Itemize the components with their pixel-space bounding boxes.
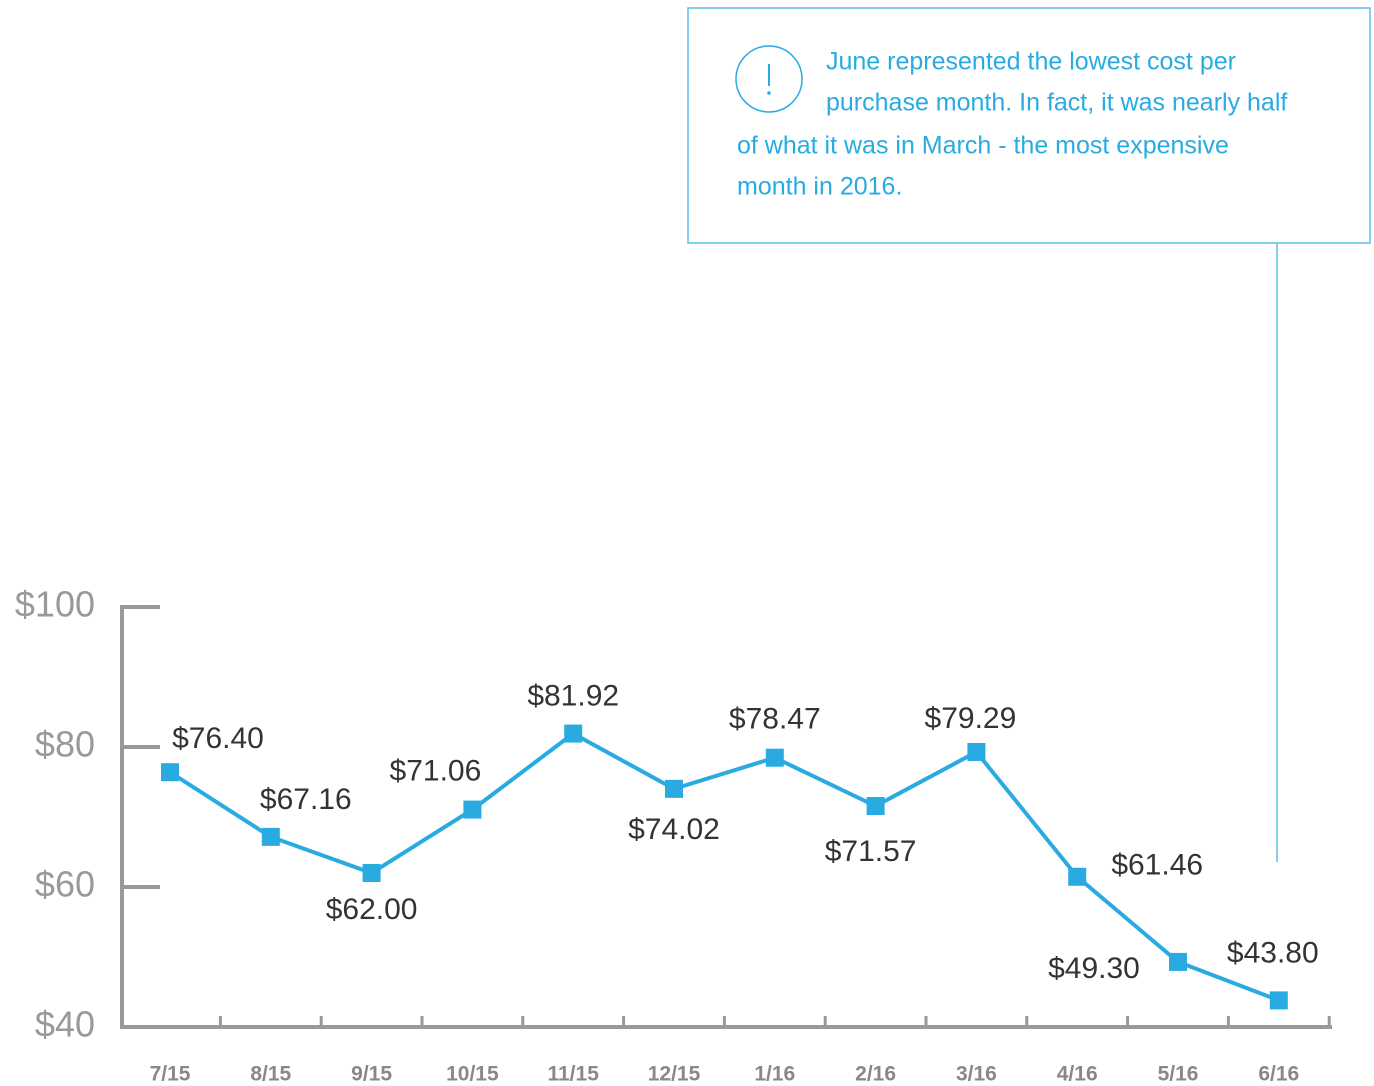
- series-line: [168, 731, 1280, 1003]
- x-tick-label: 11/15: [547, 1063, 599, 1086]
- annotation-text: June represented the lowest cost per: [826, 48, 1236, 76]
- data-label: $81.92: [527, 679, 619, 712]
- data-point: [1269, 991, 1288, 1010]
- data-point: [1169, 952, 1187, 971]
- data-point: [765, 748, 784, 767]
- data-label: $76.40: [172, 722, 264, 755]
- data-point: [564, 724, 583, 743]
- data-label: $78.47: [729, 703, 821, 736]
- data-label: $74.02: [628, 813, 720, 846]
- x-tick-label: 9/15: [351, 1063, 392, 1086]
- y-tick-label: $80: [35, 724, 95, 765]
- y-tick-label: $60: [35, 864, 95, 905]
- data-label: $62.00: [326, 893, 418, 926]
- x-tick-label: 12/15: [648, 1063, 701, 1086]
- annotation-text: month in 2016.: [737, 173, 902, 201]
- alert-icon: [767, 91, 771, 95]
- annotation-text: of what it was in March - the most expen…: [737, 132, 1229, 160]
- x-tick-label: 5/16: [1158, 1063, 1199, 1086]
- data-point: [362, 864, 381, 882]
- x-tick-label: 8/15: [250, 1063, 291, 1086]
- data-point: [161, 763, 179, 782]
- data-label: $61.46: [1111, 849, 1203, 882]
- data-label: $67.16: [260, 783, 352, 816]
- y-tick-label: $100: [15, 584, 95, 625]
- data-label: $43.80: [1227, 936, 1319, 969]
- data-label: $71.57: [825, 835, 917, 868]
- x-tick-label: 3/16: [956, 1063, 997, 1086]
- data-label: $49.30: [1048, 952, 1140, 985]
- data-point: [967, 742, 986, 761]
- data-point: [261, 827, 280, 846]
- data-point: [1068, 867, 1087, 886]
- x-tick-label: 10/15: [446, 1063, 499, 1086]
- x-tick-label: 4/16: [1057, 1063, 1098, 1086]
- data-point: [866, 797, 885, 816]
- data-label: $79.29: [925, 702, 1017, 735]
- y-tick-label: $40: [35, 1004, 95, 1045]
- data-label: $71.06: [390, 755, 482, 788]
- x-tick-label: 2/16: [855, 1063, 896, 1086]
- data-point: [463, 800, 482, 819]
- x-tick-label: 1/16: [754, 1063, 795, 1086]
- alert-icon: [735, 45, 803, 113]
- annotation-text: purchase month. In fact, it was nearly h…: [826, 89, 1287, 117]
- data-point: [665, 779, 683, 798]
- x-tick-label: 6/16: [1258, 1063, 1299, 1086]
- x-tick-label: 7/15: [150, 1063, 191, 1086]
- annotation-box: [687, 7, 1371, 244]
